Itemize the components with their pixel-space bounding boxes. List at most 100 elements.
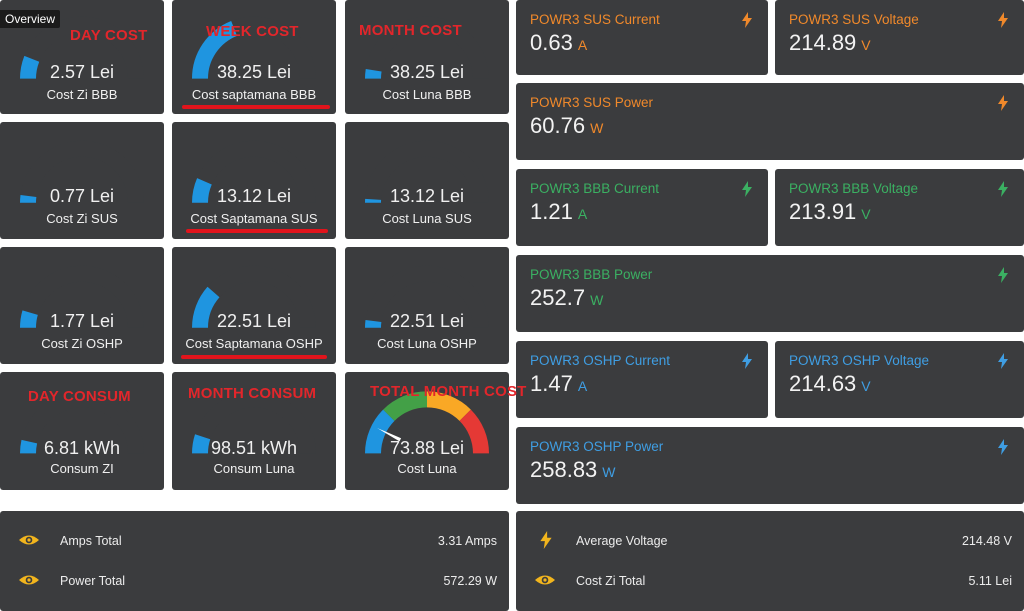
entity-value: 5.11 Lei [968, 574, 1012, 588]
eye-icon [19, 575, 39, 585]
gauge-arc [20, 140, 144, 204]
sensor-title: POWR3 BBB Power [530, 267, 653, 282]
entity-row-power-total[interactable]: Power Total 572.29 W [0, 571, 509, 593]
gauge-value: 22.51 Lei [216, 311, 292, 331]
entity-row-amps-total[interactable]: Amps Total 3.31 Amps [0, 531, 509, 553]
entity-label: Amps Total [60, 534, 122, 548]
entity-row-average-voltage[interactable]: Average Voltage 214.48 V [516, 531, 1024, 553]
entity-row-cost-zi-total[interactable]: Cost Zi Total 5.11 Lei [516, 571, 1024, 593]
gauge-card-cost-zi-oshp[interactable]: 1.77 Lei Cost Zi OSHP [0, 247, 164, 364]
sensor-card-bbb-voltage[interactable]: POWR3 BBB Voltage 213.91 V [775, 169, 1024, 246]
flash-icon [998, 353, 1008, 369]
sensor-value-wrap: 213.91 V [789, 199, 871, 225]
gauge-name: Cost Luna [397, 461, 457, 476]
gauge-arc [364, 16, 489, 79]
flash-icon [998, 267, 1008, 283]
gauge-name: Cost Luna OSHP [377, 336, 477, 351]
gauge-name: Cost Luna BBB [382, 87, 472, 102]
gauge-card-consum-luna[interactable]: 98.51 kWh Consum Luna [172, 372, 336, 490]
sensor-title: POWR3 SUS Voltage [789, 12, 919, 27]
sensor-title: POWR3 OSHP Voltage [789, 353, 930, 368]
sensor-value-wrap: 0.63 A [530, 30, 587, 56]
gauge-arc [20, 16, 144, 80]
gauge-value: 13.12 Lei [389, 186, 465, 206]
annotation-underline [182, 105, 330, 109]
flash-icon [998, 181, 1008, 197]
flash-icon [742, 353, 752, 369]
entity-label: Power Total [60, 574, 126, 588]
flash-icon [540, 531, 552, 549]
flash-icon [998, 12, 1008, 28]
entities-card-totals: Amps Total 3.31 Amps Power Total 572.29 … [0, 511, 509, 611]
sensor-value: 1.21 [530, 199, 573, 224]
annotation-month-consum: MONTH CONSUM [188, 385, 317, 402]
sensor-card-bbb-power[interactable]: POWR3 BBB Power 252.7 W [516, 255, 1024, 332]
sensor-value-wrap: 60.76 W [530, 113, 603, 139]
gauge-name: Cost Saptamana SUS [190, 211, 318, 226]
flash-icon [998, 95, 1008, 111]
sensor-unit: V [861, 37, 871, 53]
sensor-value: 214.63 [789, 371, 857, 396]
sensor-unit: A [577, 378, 588, 394]
flash-icon [742, 12, 752, 28]
gauge-name: Consum ZI [50, 461, 114, 476]
gauge-name: Cost Saptamana OSHP [185, 336, 323, 351]
gauge-value: 98.51 kWh [210, 438, 298, 458]
sensor-value-wrap: 214.63 V [789, 371, 871, 397]
gauge-card-cost-luna-oshp[interactable]: 22.51 Lei Cost Luna OSHP [345, 247, 509, 364]
gauge-value: 6.81 kWh [43, 438, 121, 458]
gauge-arc [192, 265, 316, 329]
sensor-unit: V [861, 206, 871, 222]
sensor-title: POWR3 OSHP Power [530, 439, 664, 454]
sensor-value: 1.47 [530, 371, 573, 396]
gauge-value: 1.77 Lei [49, 311, 115, 331]
annotation-underline [186, 229, 328, 233]
entity-value: 3.31 Amps [437, 534, 497, 548]
sensor-value: 258.83 [530, 457, 598, 482]
sensor-unit: V [861, 378, 871, 394]
gauge-arc [365, 140, 489, 204]
sensor-card-sus-power[interactable]: POWR3 SUS Power 60.76 W [516, 83, 1024, 160]
annotation-month-cost: MONTH COST [359, 22, 462, 39]
sensor-value-wrap: 258.83 W [530, 457, 616, 483]
gauge-card-cost-luna-bbb[interactable]: 38.25 Lei Cost Luna BBB [345, 0, 509, 114]
sensor-unit: W [590, 120, 604, 136]
gauge-card-cost-luna-total[interactable]: 73.88 Lei Cost Luna [345, 372, 509, 490]
sensor-title: POWR3 BBB Voltage [789, 181, 919, 196]
gauge-arc [19, 265, 144, 329]
gauge-card-cost-luna-sus[interactable]: 13.12 Lei Cost Luna SUS [345, 122, 509, 239]
sensor-value: 214.89 [789, 30, 857, 55]
annotation-day-cost: DAY COST [70, 27, 148, 44]
entity-value: 572.29 W [443, 574, 497, 588]
sensor-value-wrap: 252.7 W [530, 285, 603, 311]
sensor-value: 252.7 [530, 285, 586, 310]
sensor-card-oshp-power[interactable]: POWR3 OSHP Power 258.83 W [516, 427, 1024, 504]
sensor-card-oshp-current[interactable]: POWR3 OSHP Current 1.47 A [516, 341, 768, 418]
gauge-name: Cost Zi BBB [46, 87, 118, 102]
entity-value: 214.48 V [961, 534, 1012, 548]
gauge-arc [20, 391, 144, 454]
gauge-card-cost-saptamana-sus[interactable]: 13.12 Lei Cost Saptamana SUS [172, 122, 336, 239]
sensor-card-sus-voltage[interactable]: POWR3 SUS Voltage 214.89 V [775, 0, 1024, 75]
sensor-card-sus-current[interactable]: POWR3 SUS Current 0.63 A [516, 0, 768, 75]
entity-label: Cost Zi Total [576, 574, 646, 588]
gauge-card-cost-zi-sus[interactable]: 0.77 Lei Cost Zi SUS [0, 122, 164, 239]
gauge-name: Cost saptamana BBB [191, 87, 317, 102]
gauge-arc [191, 391, 316, 454]
annotation-week-cost: WEEK COST [206, 23, 299, 40]
gauge-card-cost-zi-bbb[interactable]: 2.57 Lei Cost Zi BBB [0, 0, 164, 114]
sensor-title: POWR3 SUS Current [530, 12, 660, 27]
sensor-unit: W [590, 292, 604, 308]
gauge-arc-severity [365, 391, 489, 454]
gauge-value: 38.25 Lei [216, 62, 292, 82]
gauge-name: Consum Luna [213, 461, 295, 476]
gauge-card-cost-saptamana-oshp[interactable]: 22.51 Lei Cost Saptamana OSHP [172, 247, 336, 364]
gauge-card-consum-zi[interactable]: 6.81 kWh Consum ZI [0, 372, 164, 490]
sensor-card-oshp-voltage[interactable]: POWR3 OSHP Voltage 214.63 V [775, 341, 1024, 418]
annotation-total-month-cost: TOTAL MONTH COST [370, 383, 527, 400]
sensor-value-wrap: 1.47 A [530, 371, 587, 397]
sensor-value-wrap: 214.89 V [789, 30, 871, 56]
sensor-card-bbb-current[interactable]: POWR3 BBB Current 1.21 A [516, 169, 768, 246]
gauge-card-cost-saptamana-bbb[interactable]: 38.25 Lei Cost saptamana BBB [172, 0, 336, 114]
overview-tab[interactable]: Overview [0, 10, 61, 28]
